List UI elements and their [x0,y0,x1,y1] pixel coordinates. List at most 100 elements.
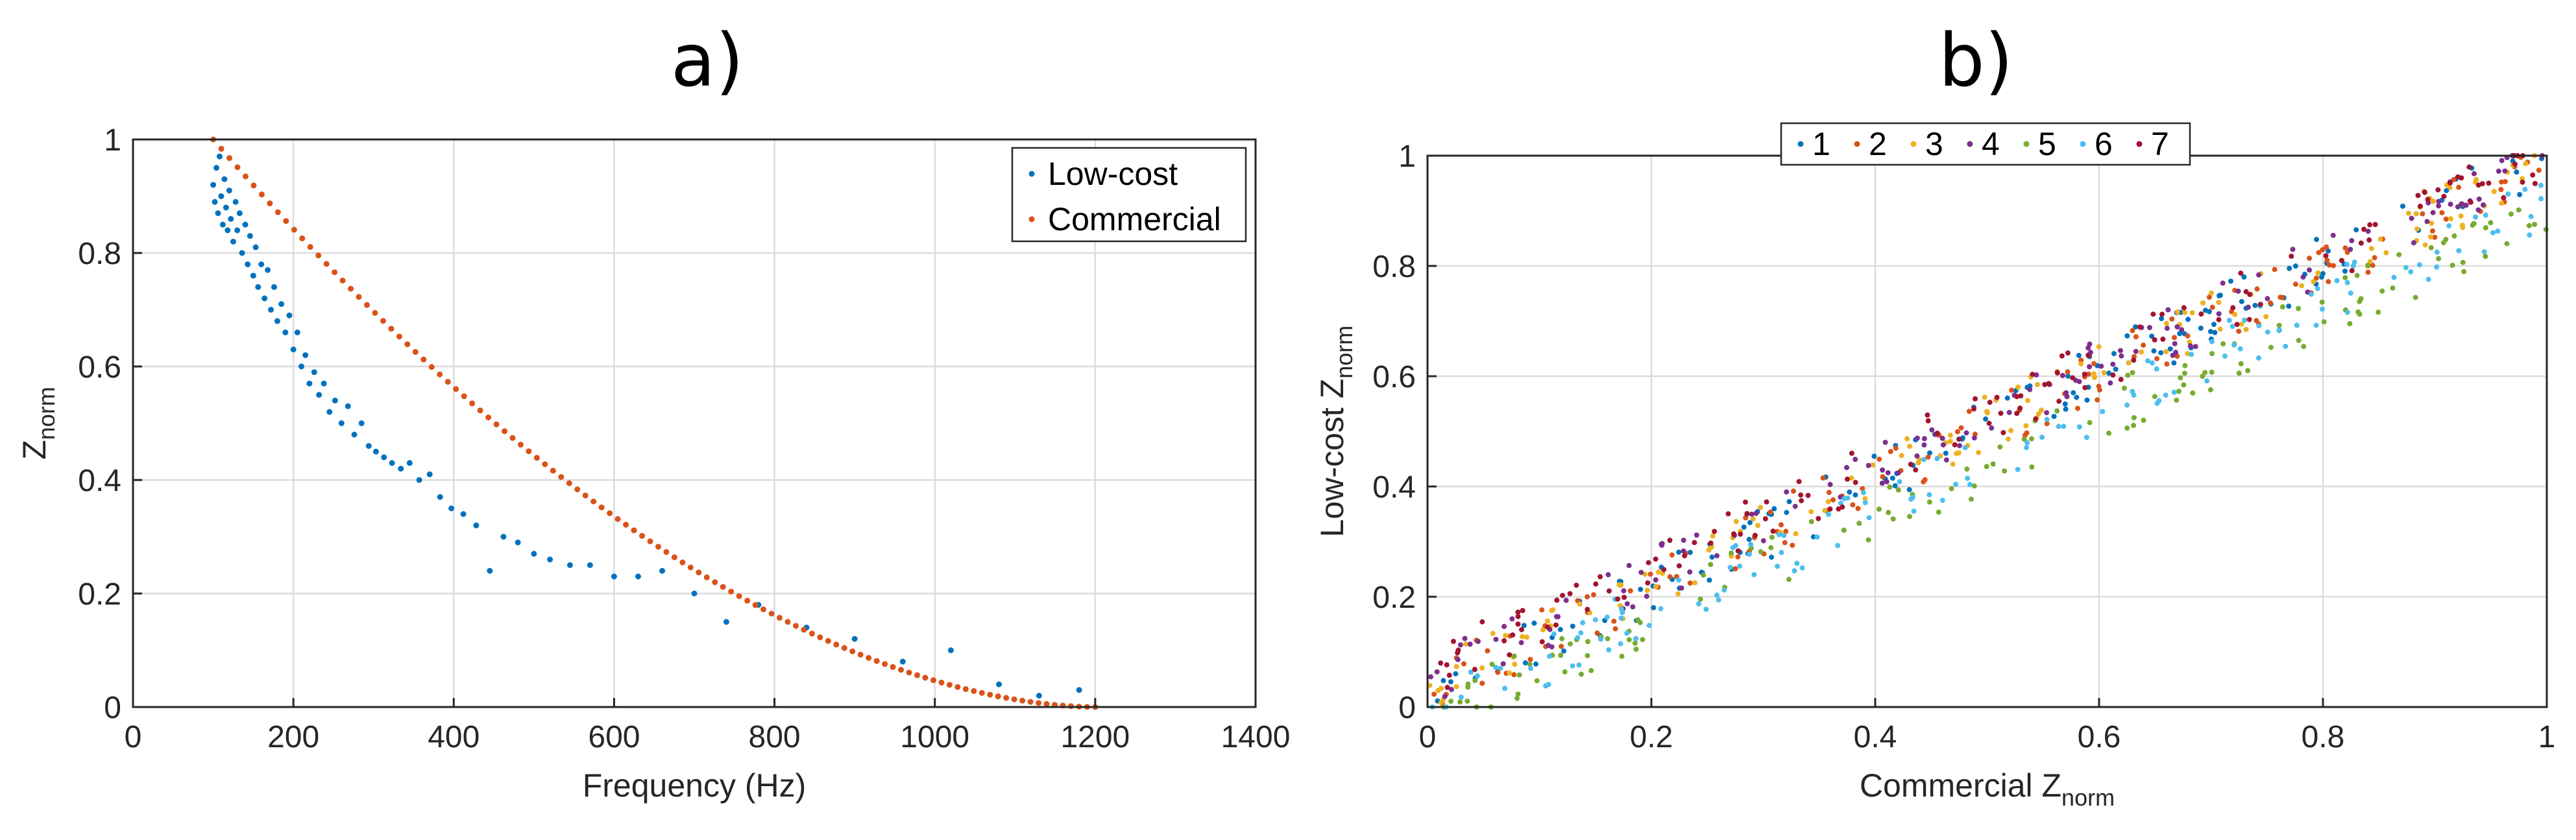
chart-b-legend-marker-7 [2136,141,2143,147]
chart-b-point-series-2 [1880,474,1886,479]
chart-b-point-series-7 [1956,437,1962,442]
chart-a-point-low-cost [250,272,256,279]
chart-b-point-series-6 [2149,360,2155,366]
chart-b-point-series-7 [1994,394,2000,400]
chart-b-point-series-1 [1533,661,1539,667]
chart-b-point-series-2 [2420,211,2425,217]
chart-b-point-series-6 [2124,402,2130,408]
chart-b-point-series-3 [2414,226,2420,232]
chart-b-point-series-2 [2236,328,2242,334]
chart-b-point-series-7 [2082,372,2087,378]
chart-b-point-series-4 [1493,636,1499,642]
chart-b-point-series-5 [2379,288,2385,294]
chart-a-point-commercial [914,672,921,678]
chart-b-point-series-4 [1687,569,1693,575]
chart-b-point-series-3 [2406,210,2412,216]
chart-b-point-series-3 [1984,410,1990,416]
b-x-tick-label: 0.4 [1854,720,1897,754]
chart-b-point-series-7 [2059,353,2065,359]
chart-b-point-series-3 [1653,584,1659,590]
chart-b-point-series-7 [1444,662,1450,667]
chart-b-point-series-3 [2431,198,2436,204]
chart-b-point-series-3 [1750,516,1756,522]
chart-b-point-series-7 [2512,161,2518,167]
chart-a-point-commercial [242,173,249,180]
chart-b-point-series-2 [1647,571,1653,577]
chart-b-point-series-6 [1721,587,1727,593]
chart-b-point-series-6 [2256,323,2262,329]
chart-b-point-series-7 [1971,406,1977,412]
chart-b-point-series-2 [1590,592,1596,597]
chart-b-point-series-1 [2286,303,2292,309]
chart-a-point-low-cost [219,221,226,228]
chart-b-point-series-4 [2463,202,2469,208]
chart-b-point-series-2 [1611,618,1617,624]
chart-b-point-series-2 [2169,316,2175,322]
chart-b-point-series-4 [2117,348,2123,354]
chart-b-point-series-5 [2202,370,2208,376]
chart-b-point-series-7 [2425,197,2431,202]
chart-b-y-axis-label: Low-cost Znorm [1314,326,1357,538]
chart-b-point-series-3 [1822,508,1828,514]
chart-b-point-series-4 [1914,435,1920,441]
chart-b-point-series-4 [2349,238,2355,244]
chart-b-point-series-3 [1825,499,1831,505]
chart-a-point-commercial [283,218,289,224]
chart-b-point-series-3 [2216,300,2222,306]
chart-b-point-series-7 [2054,370,2060,376]
a-y-tick-label: 0.6 [78,350,121,385]
chart-b-point-series-4 [1853,457,1858,462]
chart-b-point-series-4 [1434,669,1440,675]
chart-b-point-series-7 [1738,531,1744,537]
chart-b-point-series-5 [1511,653,1517,659]
chart-b-point-series-7 [1764,499,1769,505]
chart-b-point-series-6 [1502,686,1508,691]
chart-b-point-series-1 [1521,623,1527,629]
chart-b-point-series-4 [1760,538,1766,544]
chart-b-point-series-6 [1727,564,1733,570]
chart-a-point-low-cost [212,198,218,205]
chart-b-series-1 [1435,156,2545,704]
chart-b-point-series-1 [2106,370,2112,376]
chart-a-point-commercial [639,533,646,539]
chart-b-point-series-2 [1732,566,1738,571]
chart-b-point-series-7 [2018,393,2024,399]
chart-b-point-series-5 [2131,415,2137,421]
chart-b-point-series-2 [2268,300,2274,306]
chart-b-point-series-6 [2495,228,2501,234]
chart-b-point-series-6 [1835,542,1841,548]
chart-b-legend-marker-5 [2023,141,2030,147]
chart-b-point-series-4 [2330,232,2336,238]
chart-b-point-series-5 [2181,370,2187,376]
chart-b-point-series-3 [2428,234,2434,240]
chart-a-point-commercial [590,498,597,505]
chart-a-point-low-cost [255,284,261,290]
chart-b-point-series-1 [1440,678,1446,684]
chart-a-point-commercial [930,677,936,684]
chart-b-point-series-7 [1735,548,1741,554]
chart-b-point-series-2 [1585,594,1590,600]
chart-b-point-series-4 [1784,489,1790,495]
chart-b-point-series-7 [1593,581,1599,587]
chart-b-point-series-4 [1714,553,1719,558]
chart-b-point-series-5 [1527,662,1533,667]
chart-a-point-commercial [623,522,629,528]
chart-b-point-series-5 [2021,437,2027,442]
a-y-tick-label: 0 [104,691,121,725]
chart-b-point-series-1 [2149,333,2155,339]
chart-b-point-series-4 [2064,394,2070,400]
chart-a-point-commercial [380,318,386,324]
chart-b-point-series-1 [1847,489,1853,495]
chart-a-point-commercial [946,682,953,688]
chart-b-point-series-1 [2228,278,2233,284]
chart-b-point-series-5 [1964,466,1970,472]
chart-b-point-series-5 [2396,252,2402,258]
chart-b-point-series-5 [2440,240,2446,246]
chart-b-point-series-5 [2412,294,2418,300]
chart-b-point-series-7 [1622,594,1627,600]
chart-b-point-series-3 [2038,407,2044,413]
chart-b-point-series-5 [1758,549,1764,555]
chart-b-point-series-7 [1844,476,1850,482]
chart-b-point-series-3 [1479,665,1485,671]
